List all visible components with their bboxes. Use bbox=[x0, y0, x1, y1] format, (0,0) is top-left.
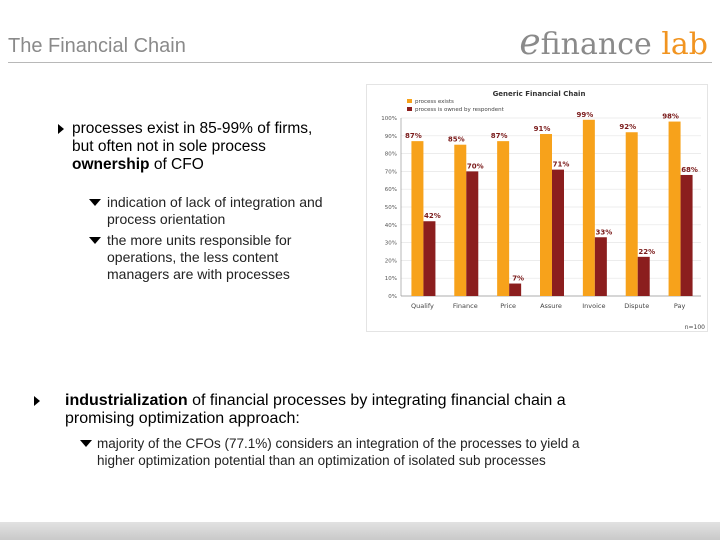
category-label: Qualify bbox=[411, 302, 434, 310]
data-label: 99% bbox=[576, 111, 593, 119]
bar-process-owned bbox=[594, 237, 607, 296]
y-tick-label: 80% bbox=[385, 152, 397, 158]
data-label: 70% bbox=[467, 162, 484, 170]
y-tick-label: 90% bbox=[385, 134, 397, 140]
legend-label-owned: process is owned by respondent bbox=[415, 107, 505, 113]
sub-bullet-1-line-1: indication of lack of integration and bbox=[107, 194, 323, 210]
legend-swatch-owned bbox=[407, 107, 412, 111]
sub-bullet-1: indication of lack of integration and pr… bbox=[107, 194, 362, 228]
efinance-lab-logo: efinance lab bbox=[519, 22, 708, 63]
data-label: 98% bbox=[662, 113, 679, 121]
bar-process-exists bbox=[497, 141, 510, 296]
logo-finance: finance bbox=[540, 27, 652, 62]
data-label: 33% bbox=[595, 228, 612, 236]
data-label: 85% bbox=[448, 136, 465, 144]
sub-bullet-3: majority of the CFOs (77.1%) considers a… bbox=[97, 435, 712, 469]
data-label: 22% bbox=[638, 248, 655, 256]
bar-process-exists bbox=[582, 119, 595, 296]
footer-bar bbox=[0, 522, 720, 540]
category-label: Finance bbox=[453, 302, 478, 310]
header-divider bbox=[8, 62, 712, 63]
sub-bullet-2-line-2: operations, the less content bbox=[107, 249, 279, 265]
bullet-2-line-1: industrialization of financial processes… bbox=[65, 392, 705, 410]
data-label: 87% bbox=[491, 132, 508, 140]
y-tick-label: 40% bbox=[385, 223, 397, 229]
sub-bullet-arrow-icon bbox=[89, 199, 101, 206]
category-label: Price bbox=[500, 302, 516, 310]
data-label: 71% bbox=[553, 161, 570, 169]
bar-process-exists bbox=[668, 121, 681, 296]
y-tick-label: 100% bbox=[381, 116, 397, 122]
sub-bullet-1-line-2: process orientation bbox=[107, 211, 226, 227]
y-tick-label: 50% bbox=[385, 205, 397, 211]
sub-bullet-arrow-icon bbox=[89, 237, 101, 244]
bullet-2-rest: of financial processes by integrating fi… bbox=[187, 392, 566, 409]
bar-process-exists bbox=[454, 144, 467, 296]
bar-process-owned bbox=[552, 169, 564, 296]
data-label: 68% bbox=[681, 166, 698, 174]
legend-label-exists: process exists bbox=[415, 99, 454, 105]
bullet-1-line-3: ownership of CFO bbox=[72, 156, 362, 174]
logo-e: e bbox=[519, 22, 541, 63]
bar-process-exists bbox=[540, 134, 552, 296]
bullet-2-line-2: promising optimization approach: bbox=[65, 410, 300, 427]
bar-process-owned bbox=[680, 174, 693, 296]
bullet-1-line-1: processes exist in 85-99% of firms, bbox=[72, 120, 313, 137]
data-label: 87% bbox=[405, 132, 422, 140]
y-tick-label: 10% bbox=[385, 276, 397, 282]
bar-process-exists bbox=[625, 132, 638, 296]
bullet-1: processes exist in 85-99% of firms, but … bbox=[72, 120, 362, 174]
bullet-2: industrialization of financial processes… bbox=[65, 392, 705, 428]
sub-bullet-arrow-icon bbox=[80, 440, 92, 447]
chart-svg: Generic Financial Chain process exists p… bbox=[381, 90, 705, 331]
category-label: Assure bbox=[540, 302, 562, 310]
category-label: Invoice bbox=[582, 302, 605, 310]
data-label: 91% bbox=[534, 125, 551, 133]
category-label: Pay bbox=[674, 302, 686, 310]
bullet-arrow-icon bbox=[58, 124, 64, 134]
data-label: 7% bbox=[512, 275, 524, 283]
y-tick-label: 30% bbox=[385, 241, 397, 247]
bullet-2-bold: industrialization bbox=[65, 392, 188, 409]
bar-process-owned bbox=[509, 283, 522, 296]
legend-swatch-exists bbox=[407, 99, 412, 103]
sample-size-note: n=100 bbox=[685, 324, 705, 331]
sub-bullet-3-line-1: majority of the CFOs (77.1%) considers a… bbox=[97, 436, 580, 451]
category-label: Dispute bbox=[624, 302, 649, 310]
sub-bullet-2-line-3: managers are with processes bbox=[107, 266, 290, 282]
bullet-1-bold: ownership bbox=[72, 156, 150, 173]
sub-bullet-2: the more units responsible for operation… bbox=[107, 232, 362, 283]
bar-process-owned bbox=[466, 171, 479, 296]
financial-chain-chart: Generic Financial Chain process exists p… bbox=[366, 84, 708, 332]
bullet-1-rest: of CFO bbox=[149, 156, 204, 173]
chart-title: Generic Financial Chain bbox=[493, 90, 586, 98]
sub-bullet-2-line-1: the more units responsible for bbox=[107, 232, 292, 248]
data-label: 42% bbox=[424, 212, 441, 220]
bar-process-owned bbox=[423, 221, 436, 296]
bar-process-exists bbox=[411, 141, 424, 296]
sub-bullet-3-line-2: higher optimization potential than an op… bbox=[97, 453, 546, 468]
y-tick-label: 0% bbox=[388, 294, 397, 300]
y-tick-label: 70% bbox=[385, 169, 397, 175]
plot-area: 0% 10% 20% 30% 40% 50% 60% 70% 80% 90% 100% 87% 42% Q… bbox=[381, 111, 701, 310]
y-tick-label: 20% bbox=[385, 258, 397, 264]
logo-lab: lab bbox=[661, 27, 708, 62]
page-title: The Financial Chain bbox=[8, 35, 186, 57]
bullet-arrow-icon bbox=[34, 396, 40, 406]
data-label: 92% bbox=[619, 123, 636, 131]
bar-process-owned bbox=[637, 256, 650, 296]
bullet-1-line-2: but often not in sole process bbox=[72, 138, 266, 155]
y-tick-label: 60% bbox=[385, 187, 397, 193]
